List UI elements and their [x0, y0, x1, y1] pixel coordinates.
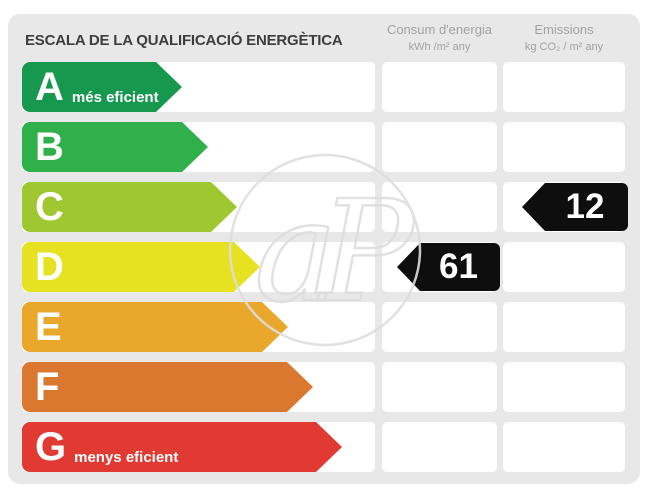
consum-cell	[382, 302, 497, 352]
consum-cell	[382, 122, 497, 172]
emissions-cell	[503, 242, 625, 292]
rating-row-a: A més eficient	[8, 62, 640, 112]
emissions-value: 12	[565, 187, 605, 226]
consum-cell	[382, 62, 497, 112]
rating-letter: D	[35, 245, 64, 289]
consum-cell	[382, 362, 497, 412]
rating-row-g: G menys eficient	[8, 422, 640, 472]
rating-letter: G	[35, 425, 67, 469]
emissions-cell	[503, 62, 625, 112]
rating-letter: B	[35, 125, 64, 169]
emissions-cell	[503, 122, 625, 172]
rating-label: més eficient	[71, 88, 159, 106]
rating-arrow-g: G menys eficient	[22, 422, 342, 472]
rating-arrow-d: D	[22, 242, 260, 292]
watermark-circle	[228, 153, 422, 347]
rating-row-f: F	[8, 362, 640, 412]
rating-row-e: E	[8, 302, 640, 352]
emissions-cell	[503, 302, 625, 352]
column-header-emissions: Emissions kg CO₂ / m² any	[503, 21, 625, 55]
rating-letter: C	[35, 185, 64, 229]
certificate-panel: ESCALA DE LA QUALIFICACIÓ ENERGÈTICA Con…	[8, 14, 640, 484]
rating-label: menys eficient	[74, 448, 179, 466]
watermark-monogram: aP	[254, 171, 416, 334]
rating-letter: F	[35, 365, 60, 409]
watermark-logo: aP	[228, 153, 423, 347]
consum-cell	[382, 182, 497, 232]
emissions-header-unit: kg CO₂ / m² any	[524, 41, 604, 53]
rating-row-b: B	[8, 122, 640, 172]
consum-value: 61	[439, 247, 478, 286]
consum-cell	[382, 422, 497, 472]
consum-header-unit: kWh /m² any	[408, 41, 471, 53]
rating-letter: A	[35, 65, 64, 109]
rating-arrow-c: C	[22, 182, 237, 232]
rating-arrow-f: F	[22, 362, 313, 412]
consum-header-label: Consum d'energia	[386, 22, 493, 37]
rating-arrow-b: B	[22, 122, 208, 172]
rating-arrow-e: E	[22, 302, 288, 352]
page-title: ESCALA DE LA QUALIFICACIÓ ENERGÈTICA	[25, 32, 343, 49]
emissions-cell	[503, 422, 625, 472]
emissions-value-indicator: 12	[522, 183, 628, 231]
column-header-consum: Consum d'energia kWh /m² any	[382, 21, 497, 55]
emissions-header-label: Emissions	[534, 22, 594, 37]
rating-letter: E	[35, 305, 62, 349]
emissions-cell	[503, 362, 625, 412]
rating-arrow-a: A més eficient	[22, 62, 182, 112]
